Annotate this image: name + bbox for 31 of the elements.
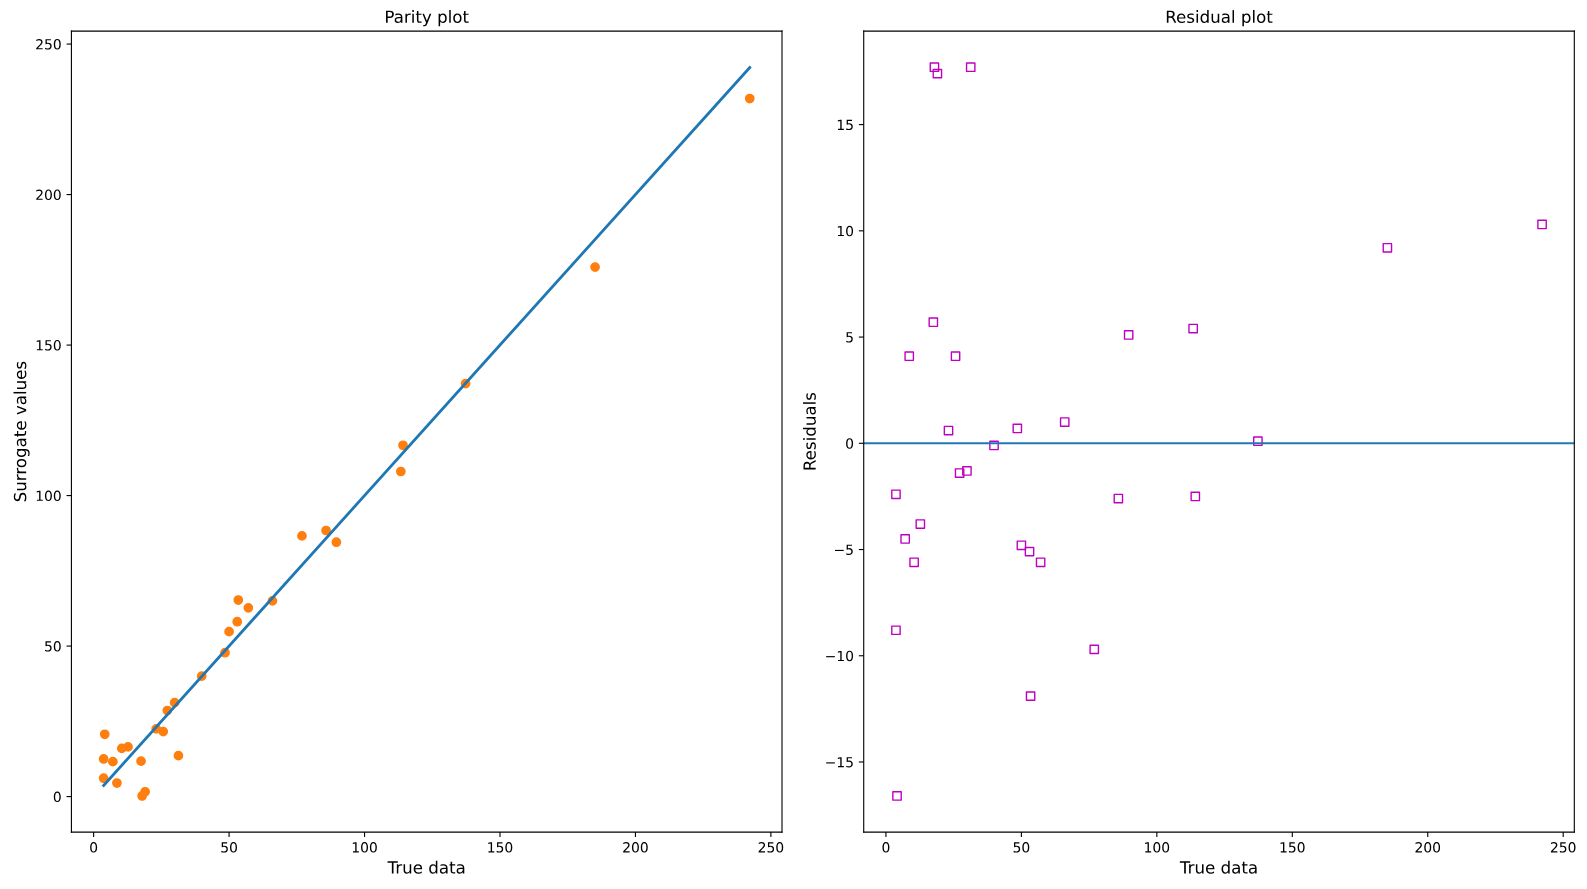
x-tick-label: 50 <box>1013 842 1030 853</box>
y-tick-label: 50 <box>45 641 61 652</box>
y-tick-label: 250 <box>36 39 61 50</box>
x-tick-label: 250 <box>1550 842 1576 853</box>
y-axis-title: Surrogate values <box>13 361 30 502</box>
x-tick-label: 100 <box>352 842 377 853</box>
y-tick-label: 100 <box>36 490 61 502</box>
y-tick-label: 0 <box>846 438 854 449</box>
x-tick-label: 250 <box>758 842 784 853</box>
y-axis-title: Residuals <box>803 392 816 470</box>
x-tick-label: 200 <box>623 842 648 853</box>
y-tick-label: 0 <box>53 791 61 803</box>
x-tick-label: 0 <box>882 842 890 853</box>
chart-title: Residual plot <box>1166 10 1273 27</box>
chart-title: Parity plot <box>386 10 469 27</box>
y-tick-label: 5 <box>846 332 853 343</box>
x-tick-label: 200 <box>1415 842 1441 853</box>
y-tick-label: −10 <box>826 650 854 662</box>
x-tick-label: 150 <box>1280 842 1305 853</box>
x-axis-title: True data <box>387 860 465 874</box>
y-tick-label: 10 <box>837 225 854 237</box>
x-axis-title: True data <box>1179 860 1257 874</box>
x-tick-label: 150 <box>488 842 513 853</box>
y-tick-label: 200 <box>36 189 61 201</box>
x-tick-label: 50 <box>221 842 237 853</box>
x-tick-label: 0 <box>90 842 98 853</box>
y-tick-label: 150 <box>36 340 61 351</box>
x-tick-label: 100 <box>1145 842 1170 853</box>
y-tick-label: −5 <box>834 544 853 555</box>
y-tick-label: 15 <box>837 119 853 131</box>
y-tick-label: −15 <box>826 757 853 768</box>
